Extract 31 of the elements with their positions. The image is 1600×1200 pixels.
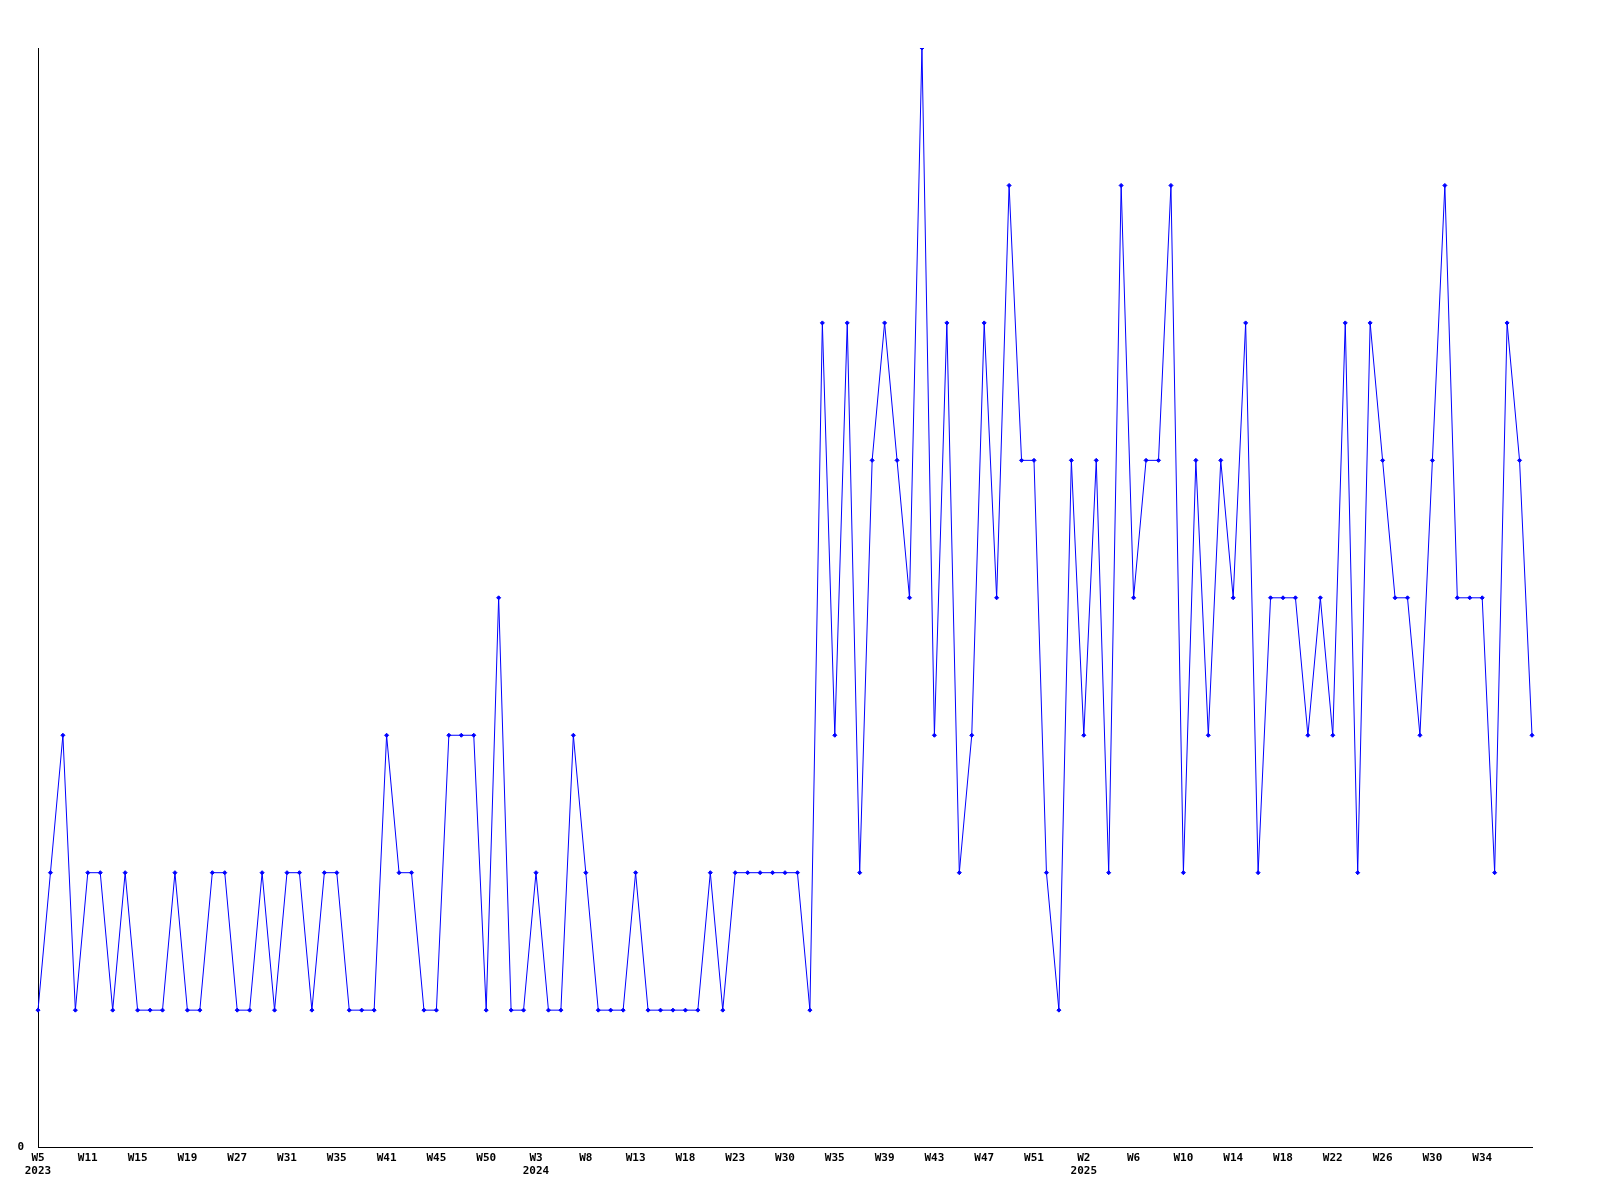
x-tick-label: W13: [625, 1151, 646, 1165]
x-tick-label: W45: [426, 1151, 447, 1165]
x-tick-label: W8: [579, 1151, 593, 1165]
x-tick-label: W18: [1273, 1151, 1293, 1165]
x-tick-label: W34: [1472, 1151, 1493, 1165]
x-tick-label: W5 2023: [24, 1151, 52, 1178]
x-tick-label: W41: [376, 1151, 397, 1165]
x-tick-label: W31: [277, 1151, 298, 1165]
x-tick-label: W35: [824, 1151, 845, 1165]
x-tick-label: W39: [874, 1151, 895, 1165]
x-tick-label: W3 2024: [522, 1151, 550, 1178]
x-tick-label: W22: [1322, 1151, 1343, 1165]
x-tick-label: W6: [1126, 1151, 1141, 1165]
x-tick-label: W15: [127, 1151, 148, 1165]
x-tick-label: W2 2025: [1070, 1151, 1098, 1178]
x-tick-label: W30: [775, 1151, 795, 1165]
x-tick-label: W11: [77, 1151, 99, 1165]
x-tick-label: W51: [1024, 1151, 1045, 1165]
x-tick-label: W23: [725, 1151, 746, 1165]
x-tick-label: W47: [974, 1151, 995, 1165]
x-tick-label: W30: [1422, 1151, 1443, 1165]
x-tick-label: W27: [227, 1151, 248, 1165]
x-tick-label: W35: [326, 1151, 347, 1165]
text: 0: [17, 1140, 24, 1154]
x-tick-label: W14: [1223, 1151, 1244, 1165]
x-tick-label: W50: [476, 1151, 497, 1165]
x-tick-label: W10: [1173, 1151, 1194, 1165]
x-tick-label: W43: [924, 1151, 945, 1165]
x-tick-label: W19: [177, 1151, 198, 1165]
x-tick-label: W18: [675, 1151, 696, 1165]
x-tick-label: W26: [1372, 1151, 1393, 1165]
